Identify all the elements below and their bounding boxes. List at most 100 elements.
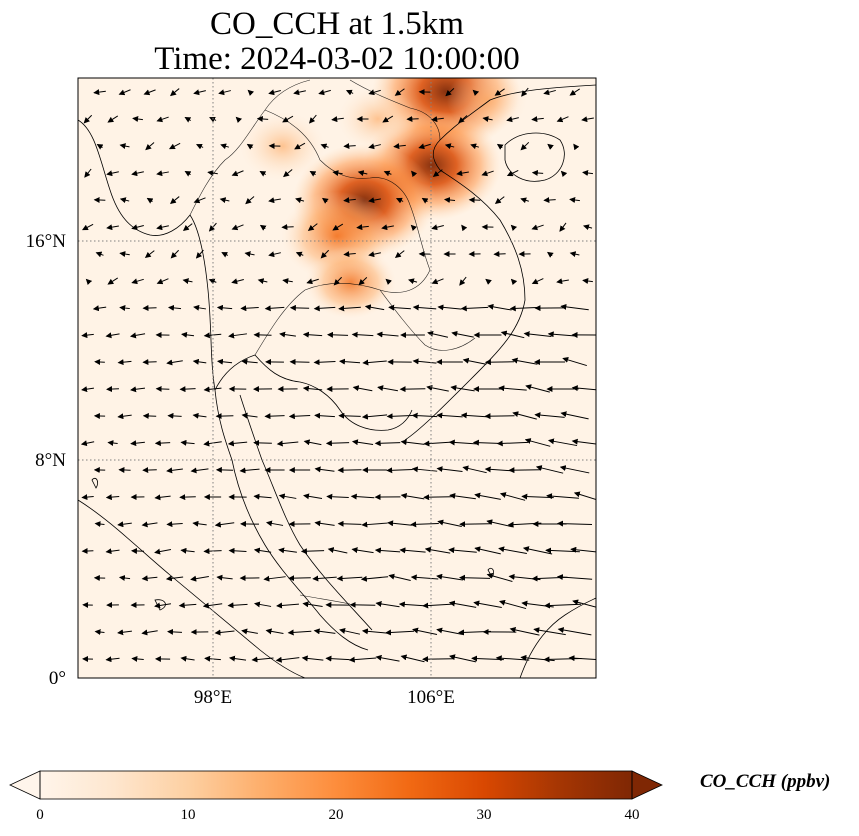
wind-arrow (546, 493, 579, 500)
wind-arrow (154, 494, 171, 501)
wind-arrow (179, 386, 196, 393)
wind-arrow (81, 494, 94, 501)
co-hotspot-4 (305, 246, 397, 319)
wind-arrow (300, 548, 325, 555)
wind-arrow (383, 170, 392, 177)
wind-arrow (81, 332, 94, 339)
wind-arrow (523, 331, 552, 338)
wind-arrow (268, 251, 281, 258)
wind-arrow (246, 143, 254, 150)
wind-arrow (459, 521, 490, 528)
wind-arrow (437, 304, 462, 311)
lat-label-16n: 16°N (25, 231, 66, 252)
wind-arrow (312, 575, 337, 582)
wind-arrow (275, 656, 300, 663)
wind-arrow (241, 628, 258, 635)
wind-arrow (80, 440, 95, 447)
wind-arrow (531, 224, 544, 231)
wind-arrow (494, 88, 505, 96)
wind-arrow (361, 628, 388, 635)
wind-arrow (247, 89, 254, 97)
wind-arrow (460, 412, 489, 419)
gridlines (78, 78, 596, 678)
wind-arrow (357, 170, 368, 177)
wind-arrow (412, 304, 437, 311)
wind-arrow (184, 116, 192, 123)
wind-arrow (107, 277, 119, 285)
wind-arrow (557, 627, 592, 636)
wind-arrow (320, 143, 329, 150)
wind-arrow (165, 575, 184, 582)
wind-arrow (422, 602, 453, 609)
wind-arrow (132, 116, 143, 122)
wind-arrow (337, 520, 362, 527)
wind-vectors (80, 87, 596, 663)
co-hotspot-6 (337, 86, 419, 152)
wind-arrow (534, 412, 565, 419)
wind-arrow (547, 438, 578, 447)
wind-arrow (293, 89, 306, 96)
wind-arrow (239, 467, 260, 474)
wind-arrow (190, 467, 209, 474)
wind-arrow (408, 278, 418, 285)
wind-arrow (156, 116, 169, 123)
wind-arrow (182, 278, 193, 285)
wind-arrow (374, 440, 401, 447)
wind-arrow (309, 114, 317, 124)
wind-arrow (510, 224, 518, 232)
wind-arrow (582, 170, 594, 176)
wind-arrow (395, 197, 404, 204)
wind-arrow (202, 602, 223, 609)
wind-arrow (375, 601, 400, 608)
wind-arrow (244, 251, 255, 258)
wind-arrow (499, 492, 526, 501)
wind-arrow (141, 629, 158, 636)
wind-arrow (287, 629, 312, 636)
wind-arrow (231, 170, 244, 177)
wind-arrow (431, 116, 444, 123)
wind-arrow (303, 493, 323, 500)
map-subtitle-time: Time: 2024-03-02 10:00:00 (154, 41, 520, 77)
wind-arrow (117, 521, 132, 528)
wind-arrow (131, 278, 144, 285)
map-frame (77, 77, 597, 679)
wind-arrow (498, 599, 527, 610)
wind-arrow (361, 521, 388, 528)
wind-arrow (278, 493, 297, 500)
wind-arrow (216, 358, 233, 365)
wind-arrow (313, 359, 336, 366)
wind-arrow (339, 627, 361, 635)
wind-arrow (283, 169, 293, 178)
wind-arrow (559, 465, 590, 474)
wind-arrow (356, 224, 369, 231)
wind-arrow (543, 197, 556, 204)
wind-arrow (351, 439, 374, 446)
lon-label-106e: 106°E (407, 687, 455, 708)
wind-arrow (81, 386, 94, 393)
wind-arrow (282, 278, 293, 284)
wind-arrow (192, 520, 207, 527)
wind-arrow (581, 116, 594, 123)
wind-arrow (582, 278, 593, 284)
wind-arrow (571, 385, 596, 392)
wind-arrow (93, 89, 106, 96)
wind-arrow (141, 575, 158, 582)
wind-arrow (472, 89, 480, 97)
wind-arrow (460, 305, 489, 312)
wind-arrow (400, 654, 425, 663)
wind-arrow (338, 412, 361, 419)
wind-arrow (302, 601, 323, 608)
wind-arrow (448, 439, 477, 446)
wind-arrow (436, 573, 463, 581)
colorbar-tick-0: 0 (36, 807, 44, 823)
wind-arrow (583, 224, 593, 231)
wind-arrow (470, 143, 479, 150)
wind-arrow (332, 223, 344, 231)
wind-arrow (562, 357, 587, 367)
wind-arrow (393, 143, 406, 150)
wind-arrow (221, 252, 229, 258)
wind-arrow (320, 249, 330, 259)
wind-arrow (129, 332, 146, 339)
co-hotspot-5 (239, 111, 326, 181)
wind-arrow (106, 170, 119, 177)
